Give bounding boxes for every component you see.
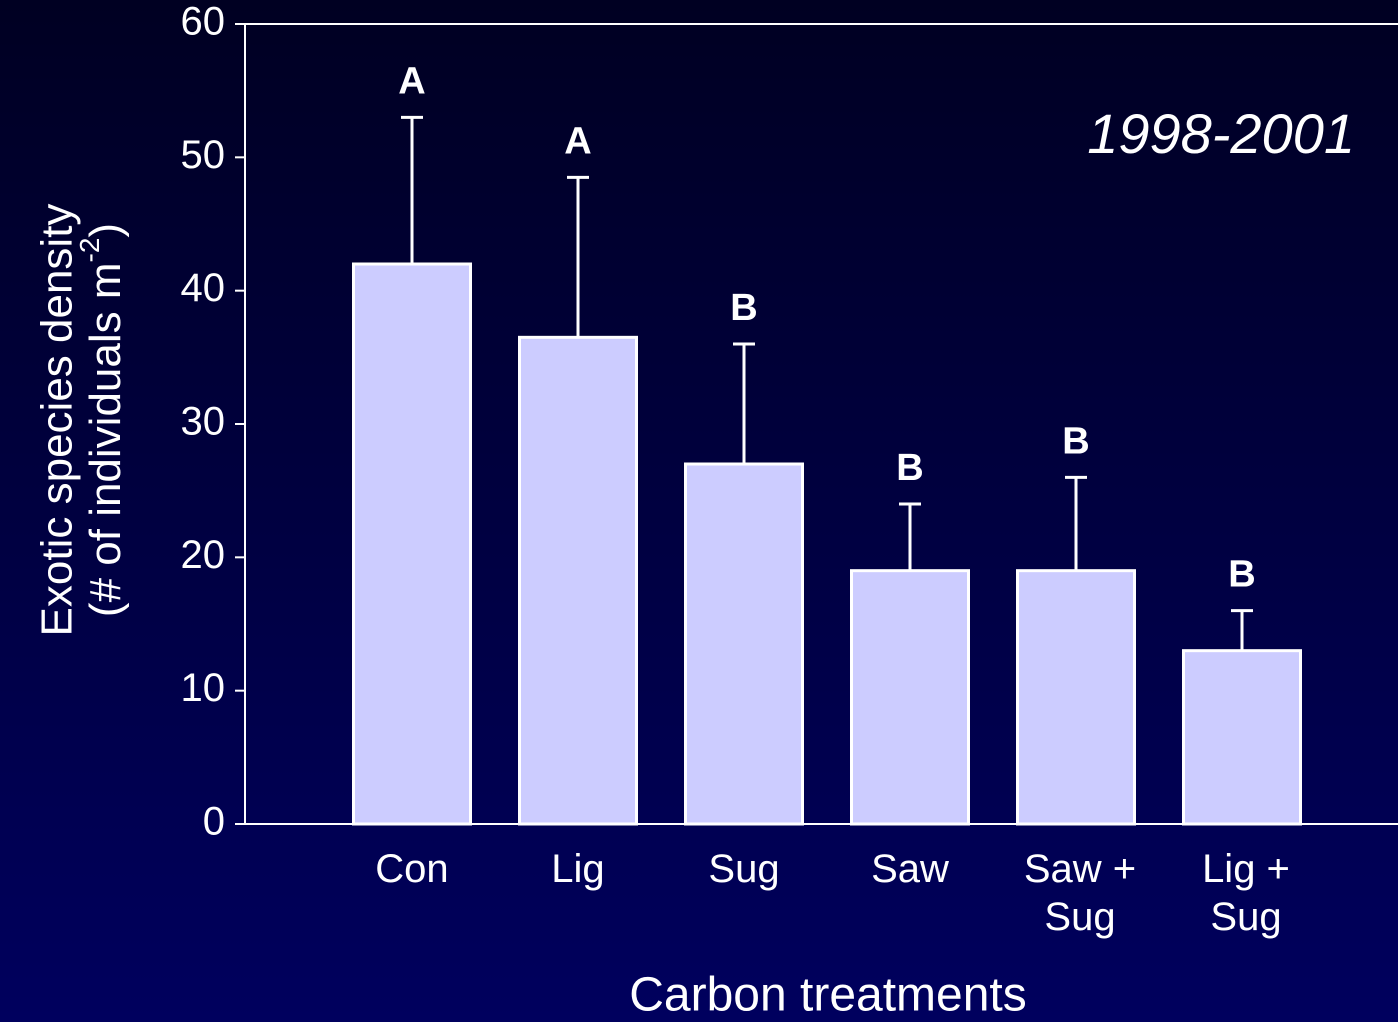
x-tick-label-line: Saw — [871, 847, 949, 891]
y-tick-label: 20 — [181, 533, 226, 577]
y-label-end: ) — [81, 223, 130, 238]
bar — [1016, 569, 1136, 826]
x-tick-label: Lig — [551, 847, 604, 891]
x-tick-label-line: Con — [375, 847, 448, 891]
period-annotation: 1998-2001 — [1087, 102, 1355, 165]
bar — [684, 462, 804, 826]
y-label-line2: (# of individuals m-2) — [74, 223, 129, 617]
x-tick-label-line: Sug — [1210, 895, 1281, 939]
x-tick-label: Con — [375, 847, 448, 891]
y-tick-label: 50 — [181, 133, 226, 177]
bar — [352, 262, 472, 826]
x-tick-label: Sug — [708, 847, 779, 891]
bar — [518, 335, 638, 826]
bar — [1182, 649, 1302, 826]
x-tick-label-line: Lig + — [1202, 847, 1290, 891]
significance-label: B — [1062, 420, 1089, 462]
y-axis-label: Exotic species density (# of individuals… — [33, 204, 130, 637]
x-tick-label: Lig + Sug — [1202, 847, 1290, 939]
y-tick-label: 10 — [181, 666, 226, 710]
significance-label: B — [896, 447, 923, 489]
y-label-text: (# of individuals m — [81, 262, 130, 617]
x-tick-label-line: Saw + — [1024, 847, 1136, 891]
x-tick-label: Saw — [871, 847, 949, 891]
x-tick-label: Saw + Sug — [1024, 847, 1136, 939]
x-tick-label-line: Lig — [551, 847, 604, 891]
x-tick-label-line: Sug — [708, 847, 779, 891]
y-tick-label: 0 — [203, 800, 225, 844]
significance-label: A — [398, 60, 425, 102]
significance-label: B — [730, 287, 757, 329]
y-label-superscript: -2 — [74, 238, 105, 263]
bar — [850, 569, 970, 826]
y-tick-label: 60 — [181, 0, 226, 44]
significance-label: A — [564, 120, 591, 162]
significance-label: B — [1228, 554, 1255, 596]
y-tick-label: 40 — [181, 266, 226, 310]
y-label-line1: Exotic species density — [33, 204, 82, 637]
x-tick-label-line: Sug — [1044, 895, 1115, 939]
y-tick-label: 30 — [181, 400, 226, 444]
x-axis-label: Carbon treatments — [629, 969, 1027, 1022]
